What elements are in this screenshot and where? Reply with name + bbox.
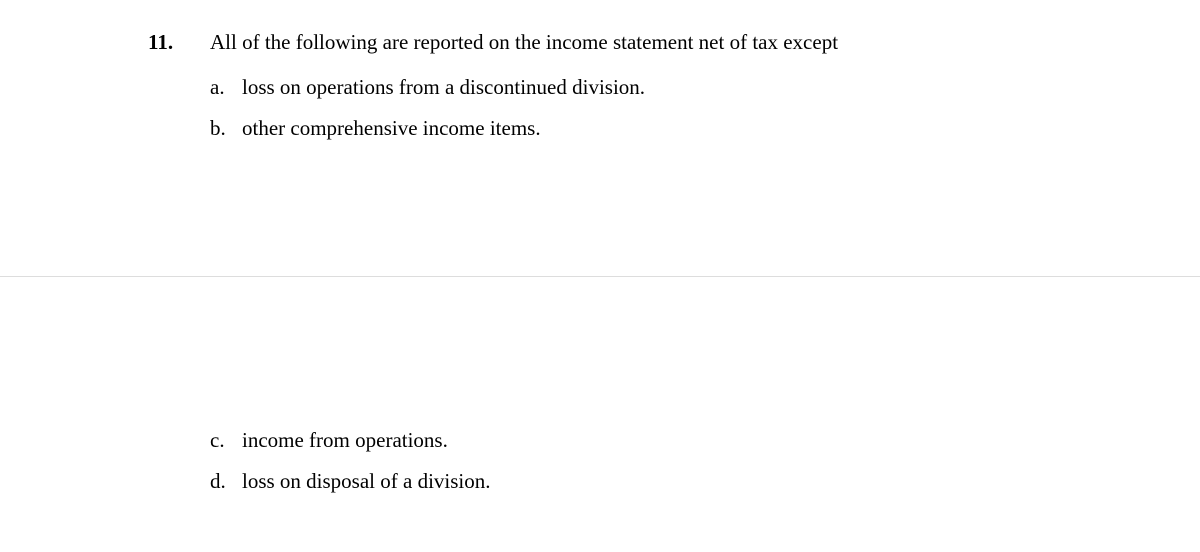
option-letter-a: a. xyxy=(210,75,234,100)
option-b: b. other comprehensive income items. xyxy=(210,116,1120,141)
option-text-c: income from operations. xyxy=(234,428,448,453)
option-text-b: other comprehensive income items. xyxy=(234,116,541,141)
options-lower: c. income from operations. d. loss on di… xyxy=(210,428,491,510)
question-row: 11. All of the following are reported on… xyxy=(148,30,1120,55)
question-stem: All of the following are reported on the… xyxy=(188,30,838,55)
option-a: a. loss on operations from a discontinue… xyxy=(210,75,1120,100)
options-upper: a. loss on operations from a discontinue… xyxy=(148,75,1120,141)
option-text-d: loss on disposal of a division. xyxy=(234,469,491,494)
option-letter-d: d. xyxy=(210,469,234,494)
question-number: 11. xyxy=(148,30,188,55)
option-letter-c: c. xyxy=(210,428,234,453)
option-c: c. income from operations. xyxy=(210,428,491,453)
option-letter-b: b. xyxy=(210,116,234,141)
page-divider xyxy=(0,276,1200,277)
question-container: 11. All of the following are reported on… xyxy=(0,0,1200,141)
option-text-a: loss on operations from a discontinued d… xyxy=(234,75,645,100)
option-d: d. loss on disposal of a division. xyxy=(210,469,491,494)
